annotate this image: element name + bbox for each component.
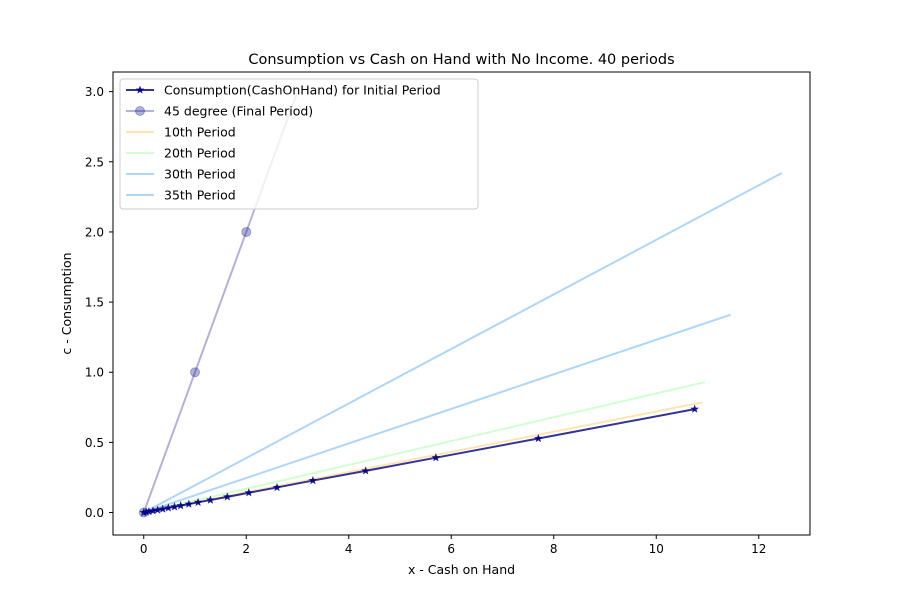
y-tick-label: 0.5 <box>85 436 104 450</box>
y-tick-label: 0.0 <box>85 506 104 520</box>
y-tick-label: 2.5 <box>85 155 104 169</box>
x-axis-label: x - Cash on Hand <box>408 562 515 577</box>
legend-item: 10th Period <box>126 125 236 140</box>
legend: Consumption(CashOnHand) for Initial Peri… <box>119 78 479 210</box>
series-3 <box>143 381 706 514</box>
legend-item: Consumption(CashOnHand) for Initial Peri… <box>126 83 441 98</box>
star-marker <box>148 506 158 515</box>
star-marker <box>244 488 254 497</box>
star-marker <box>272 482 282 492</box>
legend-label: 45 degree (Final Period) <box>164 104 313 119</box>
star-marker <box>534 433 543 443</box>
star-marker <box>223 492 232 501</box>
series-4 <box>143 313 731 514</box>
star-marker <box>193 497 203 506</box>
circle-marker <box>190 367 200 378</box>
star-marker <box>206 495 215 504</box>
y-axis-ticks: 0.0 0.5 1.0 1.5 2.0 2.5 3.0 <box>85 85 113 520</box>
legend-box <box>119 78 479 210</box>
series-line <box>143 172 783 514</box>
x-tick-label: 8 <box>550 542 558 556</box>
legend-label: Consumption(CashOnHand) for Initial Peri… <box>164 83 441 98</box>
y-tick-label: 3.0 <box>85 85 104 99</box>
star-marker <box>690 404 699 413</box>
star-marker <box>139 508 149 517</box>
star-marker <box>142 507 151 516</box>
star-marker <box>308 476 318 485</box>
x-tick-label: 6 <box>447 542 455 556</box>
star-marker <box>170 502 179 511</box>
star-marker <box>164 503 173 512</box>
legend-label: 20th Period <box>164 146 236 161</box>
circle-marker <box>241 226 252 237</box>
series-line <box>143 381 706 514</box>
star-marker <box>361 466 370 475</box>
series-0 <box>139 404 699 517</box>
y-tick-label: 1.0 <box>85 366 104 380</box>
y-axis-label: c - Consumption <box>59 252 74 354</box>
x-tick-label: 12 <box>751 542 766 556</box>
series-line <box>143 313 731 514</box>
x-tick-label: 2 <box>242 542 250 556</box>
star-marker <box>158 504 167 513</box>
star-marker <box>184 499 194 508</box>
y-tick-label: 2.0 <box>85 225 104 239</box>
x-tick-label: 4 <box>345 542 353 556</box>
series-layer <box>138 91 783 518</box>
legend-star-marker <box>135 85 145 94</box>
legend-item: 20th Period <box>126 146 236 161</box>
legend-label: 30th Period <box>164 167 236 182</box>
star-marker <box>153 505 162 514</box>
plot-frame <box>112 71 811 536</box>
x-tick-label: 10 <box>649 542 664 556</box>
legend-label: 10th Period <box>164 125 236 140</box>
legend-item: 45 degree (Final Period) <box>126 104 313 119</box>
legend-item: 30th Period <box>126 167 236 182</box>
x-axis-ticks: 0 2 4 6 8 10 12 <box>140 535 766 556</box>
legend-label: 35th Period <box>164 188 236 203</box>
legend-circle-marker <box>135 106 145 116</box>
star-marker <box>176 501 185 510</box>
legend-item: 35th Period <box>126 188 236 203</box>
y-tick-label: 1.5 <box>85 296 104 310</box>
chart-title: Consumption vs Cash on Hand with No Inco… <box>248 52 674 68</box>
star-marker <box>144 507 154 516</box>
series-5 <box>143 172 783 514</box>
x-tick-label: 0 <box>140 542 148 556</box>
star-marker <box>431 453 441 462</box>
